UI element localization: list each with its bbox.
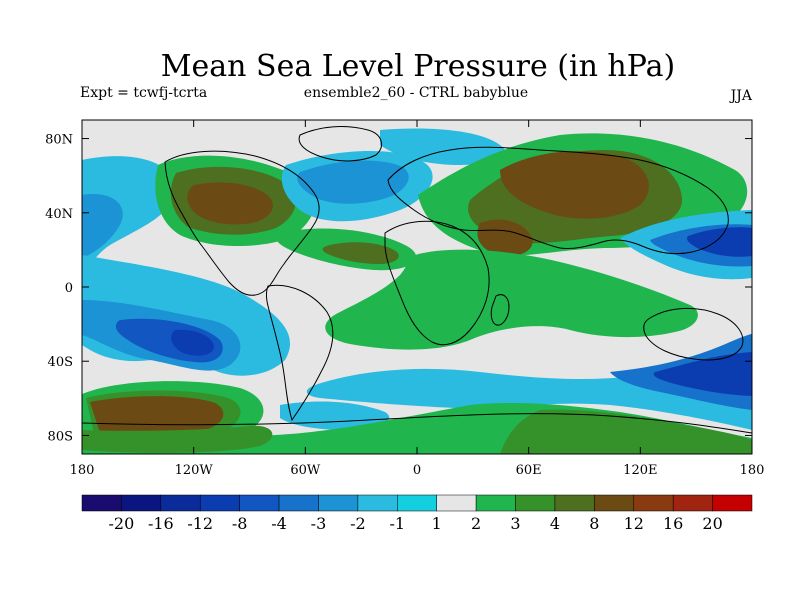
x-axis-label: 120W (175, 463, 214, 478)
legend-level-label: -12 (187, 514, 213, 533)
x-axis-label: 60W (290, 463, 321, 478)
contour-north-atlantic-core (297, 160, 409, 204)
contour-southern-ocean-negative (306, 340, 752, 430)
coastline-eurasia (387, 146, 729, 255)
legend-swatch-3 (199, 494, 240, 512)
experiment-label: Expt = tcwfj-tcrta (80, 85, 207, 101)
legend-swatch-8 (397, 494, 437, 512)
legend-swatch-11 (515, 494, 556, 512)
legend-level-label: -4 (271, 514, 287, 533)
y-axis-label: 80N (45, 133, 73, 148)
legend-swatch-7 (357, 494, 398, 512)
contour-north-america-positive-core (187, 182, 273, 225)
coastline-madagascar (490, 294, 510, 326)
y-axis: 80N 40N 0 40S 80S (45, 133, 752, 444)
legend-swatch-6 (318, 494, 359, 512)
contour-arabia-positive-core (477, 219, 533, 256)
contour-south-pacific-positive-core (90, 396, 224, 437)
legend-swatch-2 (160, 494, 201, 512)
legend-level-label: 8 (589, 514, 599, 533)
page-title: Mean Sea Level Pressure (in hPa) (161, 49, 675, 84)
legend-swatch-16 (712, 494, 753, 512)
coastline-africa (384, 220, 490, 346)
legend: -20 -16 -12 -8 -4 -3 -2 -1 1 2 3 4 8 12 16 20 (81, 494, 753, 533)
coastline-greenland (298, 126, 383, 162)
contour-antarctic-positive-mid (500, 409, 752, 454)
season-label: JJA (729, 88, 753, 104)
contour-arctic-negative (380, 128, 506, 165)
y-axis-label: 0 (65, 281, 73, 296)
map-plot (81, 119, 753, 455)
legend-level-label: -1 (389, 514, 405, 533)
legend-swatch-4 (239, 494, 280, 512)
x-axis: 180 120W 60W 0 60E 120E 180 (70, 120, 765, 478)
legend-level-label: 1 (432, 514, 442, 533)
ensemble-label: ensemble2_60 - CTRL babyblue (304, 85, 528, 101)
contour-nh-pacific-core (82, 194, 123, 258)
x-axis-label: 180 (70, 463, 95, 478)
coastline-north-america (164, 150, 320, 296)
legend-swatch-15 (672, 494, 713, 512)
x-axis-label: 0 (413, 463, 421, 478)
legend-level-label: 16 (663, 514, 683, 533)
coastlines (82, 126, 752, 434)
x-axis-label: 120E (623, 463, 657, 478)
legend-level-label: -3 (311, 514, 327, 533)
legend-level-label: -2 (350, 514, 366, 533)
legend-level-label: 2 (471, 514, 481, 533)
legend-level-label: 12 (624, 514, 644, 533)
legend-swatch-14 (633, 494, 674, 512)
y-axis-label: 40N (45, 207, 73, 222)
legend-level-label: 20 (702, 514, 722, 533)
pressure-field (82, 128, 752, 454)
legend-swatches (81, 494, 753, 512)
legend-swatch-13 (594, 494, 635, 512)
legend-labels: -20 -16 -12 -8 -4 -3 -2 -1 1 2 3 4 8 12 16 20 (109, 514, 723, 533)
legend-level-label: -20 (109, 514, 135, 533)
x-axis-label: 180 (740, 463, 765, 478)
y-axis-label: 80S (48, 429, 73, 444)
contour-nh-pacific-negative (82, 156, 175, 280)
contour-midlatitude-atlantic-core (322, 242, 399, 264)
legend-level-label: 4 (550, 514, 560, 533)
legend-level-label: -16 (148, 514, 174, 533)
coastline-south-america (266, 284, 334, 422)
contour-antarctic-west-positive (82, 425, 273, 453)
legend-swatch-5 (278, 494, 319, 512)
contour-asia-positive-core (500, 151, 649, 219)
legend-swatch-10 (475, 494, 516, 512)
coastline-australia (643, 307, 744, 361)
legend-level-label: -8 (232, 514, 248, 533)
x-axis-label: 60E (516, 463, 542, 478)
legend-swatch-12 (554, 494, 595, 512)
legend-swatch-1 (121, 494, 162, 512)
legend-swatch-9 (436, 494, 477, 512)
legend-swatch-0 (81, 494, 122, 512)
contour-west-pacific-core (686, 227, 752, 257)
coastline-antarctica (82, 413, 752, 434)
y-axis-label: 40S (48, 355, 73, 370)
legend-level-label: 3 (510, 514, 520, 533)
contour-indian-ocean-positive (325, 249, 698, 350)
contour-southern-ocean-core (653, 352, 752, 396)
contour-south-pacific-deep (171, 329, 214, 356)
